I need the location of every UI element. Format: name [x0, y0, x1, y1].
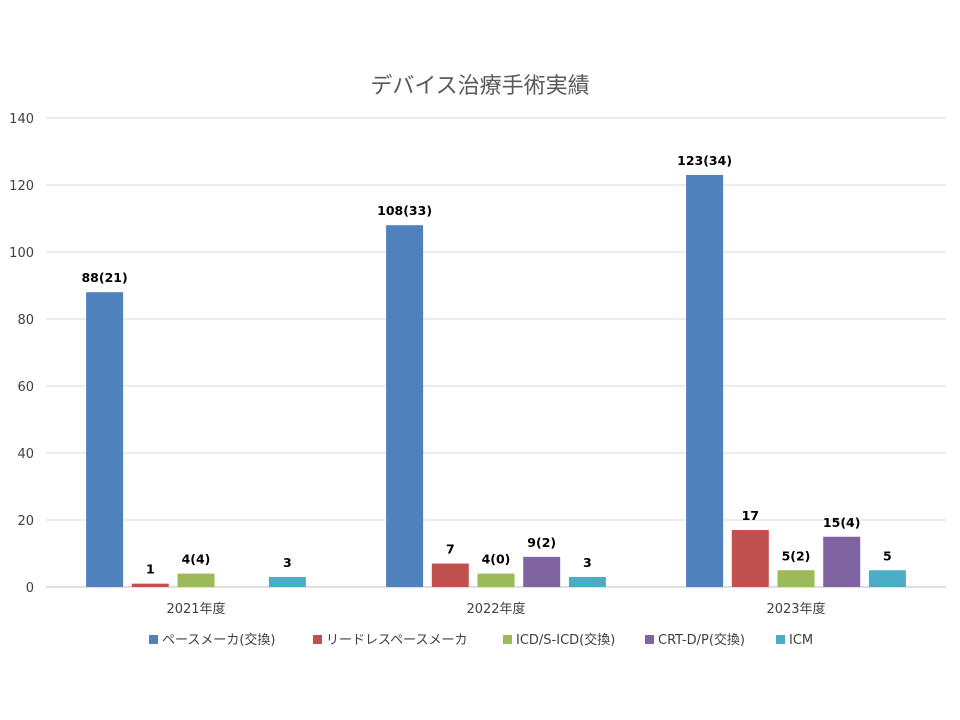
bar — [86, 292, 124, 587]
y-tick-label: 40 — [17, 447, 34, 462]
legend-swatch — [313, 635, 322, 644]
bar — [268, 576, 306, 587]
chart-title: デバイス治療手術実績 — [370, 74, 589, 99]
data-label: 7 — [446, 542, 455, 557]
bar — [868, 570, 906, 587]
data-label: 4(0) — [482, 552, 511, 567]
bar — [523, 556, 561, 587]
y-axis: 0 20 40 60 80 100 120 140 — [9, 112, 34, 596]
bar — [731, 530, 769, 587]
legend-swatch — [645, 635, 654, 644]
x-tick-label: 2021年度 — [166, 601, 225, 617]
data-label: 9(2) — [527, 535, 556, 550]
data-label: 108(33) — [377, 203, 432, 218]
data-label: 5 — [883, 548, 892, 563]
bar — [686, 174, 724, 587]
legend-label: ペースメーカ(交換) — [162, 632, 276, 648]
bar — [177, 573, 215, 587]
data-label: 15(4) — [823, 515, 861, 530]
y-tick-label: 0 — [26, 581, 34, 596]
legend-swatch — [503, 635, 512, 644]
x-tick-label: 2022年度 — [466, 601, 525, 617]
legend-label: CRT-D/P(交換) — [658, 632, 745, 648]
data-label: 17 — [742, 508, 759, 523]
data-label: 3 — [583, 555, 592, 570]
y-tick-label: 120 — [9, 179, 34, 194]
legend: ペースメーカ(交換) リードレスペースメーカ ICD/S-ICD(交換) CRT-D/… — [149, 632, 813, 648]
legend-label: リードレスペースメーカ — [326, 633, 467, 648]
legend-swatch — [776, 635, 785, 644]
y-tick-label: 140 — [9, 112, 34, 127]
y-tick-label: 100 — [9, 246, 34, 261]
data-label: 4(4) — [182, 552, 211, 567]
y-tick-label: 20 — [17, 514, 34, 529]
bar — [777, 570, 815, 587]
bar — [823, 536, 861, 587]
legend-swatch — [149, 635, 158, 644]
x-axis: 2021年度 2022年度 2023年度 — [166, 601, 825, 617]
data-label: 3 — [283, 555, 292, 570]
data-label: 1 — [146, 562, 155, 577]
data-label: 123(34) — [677, 153, 732, 168]
legend-label: ICM — [789, 633, 813, 648]
y-tick-label: 60 — [17, 380, 34, 395]
data-labels: 88(21) 1 4(4) 3 108(33) 7 4(0) 9(2) 3 123(34) 17 5(… — [81, 153, 891, 577]
bar — [386, 225, 424, 587]
bar — [131, 583, 169, 587]
bars — [86, 174, 906, 587]
data-label: 5(2) — [782, 548, 811, 563]
data-label: 88(21) — [81, 270, 127, 285]
gridlines — [46, 117, 946, 588]
legend-label: ICD/S-ICD(交換) — [516, 632, 615, 648]
bar — [431, 563, 469, 587]
bar — [568, 576, 606, 587]
y-tick-label: 80 — [17, 313, 34, 328]
bar — [477, 573, 515, 587]
x-tick-label: 2023年度 — [766, 601, 825, 617]
